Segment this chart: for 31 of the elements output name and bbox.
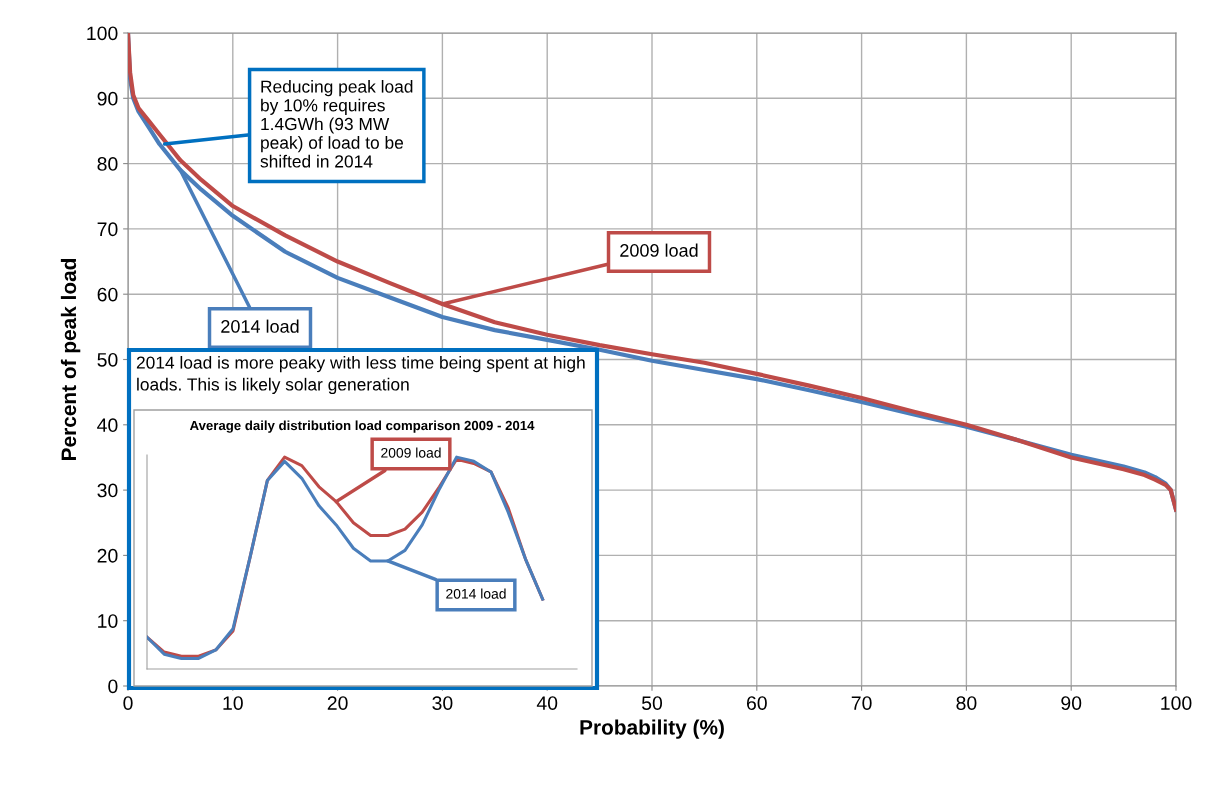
x-tick-label: 50: [641, 696, 663, 710]
y-tick-label: 90: [97, 91, 118, 106]
series-label: 2009 load: [381, 447, 441, 458]
x-tick-label: 0: [123, 696, 133, 710]
x-tick-label: 90: [1061, 696, 1082, 710]
y-tick-label: 10: [98, 614, 118, 628]
y-tick-label: 30: [97, 483, 118, 498]
x-tick-label: 100: [1161, 696, 1192, 710]
x-tick-label: 10: [223, 696, 243, 710]
annotation: Reducing peak load by 10% requires 1.4GWh (93 MW peak) of load to be shifted in 2014: [260, 80, 413, 168]
text: 2009 load: [620, 243, 698, 257]
y-tick-label: 70: [97, 222, 118, 237]
chart-title: Average daily distribution load comparison 2009 - 2014: [189, 420, 535, 433]
y-tick-label: 20: [97, 548, 118, 563]
x-tick-label: 60: [746, 696, 767, 710]
y-tick-label: 60: [97, 287, 118, 302]
x-tick-label: 40: [536, 696, 558, 710]
x-tick-label: 30: [432, 696, 453, 710]
y-tick-label: 80: [97, 157, 118, 171]
text: 2014 load: [221, 319, 299, 333]
y-tick-label: 100: [87, 26, 118, 41]
y-tick-label: 50: [97, 352, 118, 367]
x-tick-label: 70: [851, 696, 872, 710]
y-tick-label: 0: [108, 679, 118, 694]
annotation: 2014 load is more peaky with less time being spent at high loads. This is likely solar generation: [136, 356, 585, 395]
text: 2014 load: [446, 588, 506, 599]
y-tick-label: 40: [97, 418, 118, 433]
y-axis-title: Percent of peak load: [60, 258, 81, 460]
x-tick-label: 80: [956, 696, 977, 710]
x-axis-title: Probability (%): [580, 719, 724, 739]
x-tick-label: 20: [327, 696, 348, 710]
